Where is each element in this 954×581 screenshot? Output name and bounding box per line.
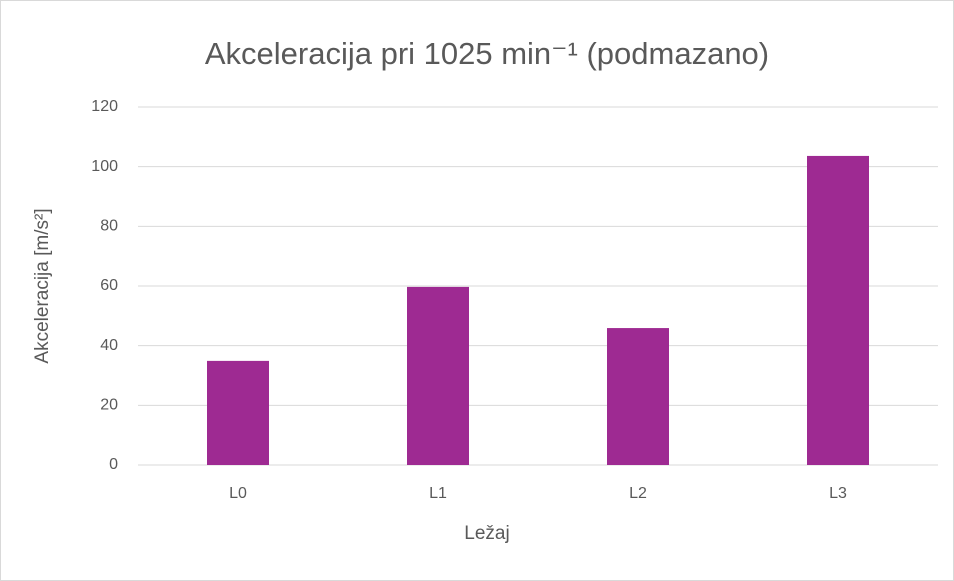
y-tick-label: 120	[91, 98, 118, 115]
y-tick-label: 100	[91, 158, 118, 175]
y-tick-label: 60	[100, 277, 118, 294]
chart-title: Akceleracija pri 1025 min⁻¹ (podmazano)	[205, 36, 769, 71]
y-tick-label: 40	[100, 337, 118, 354]
x-tick-label: L2	[629, 485, 647, 502]
x-tick-label: L1	[429, 485, 447, 502]
y-tick-label: 0	[109, 456, 118, 473]
x-tick-label: L0	[229, 485, 247, 502]
y-tick-label: 80	[100, 218, 118, 235]
x-tick-label: L3	[829, 485, 847, 502]
x-axis-label: Ležaj	[464, 523, 509, 544]
bar	[407, 286, 469, 465]
bar	[207, 360, 269, 465]
bar	[807, 155, 869, 465]
y-axis-label: Akceleracija [m/s²]	[32, 208, 53, 363]
y-tick-label: 20	[100, 397, 118, 414]
bar	[607, 328, 669, 465]
